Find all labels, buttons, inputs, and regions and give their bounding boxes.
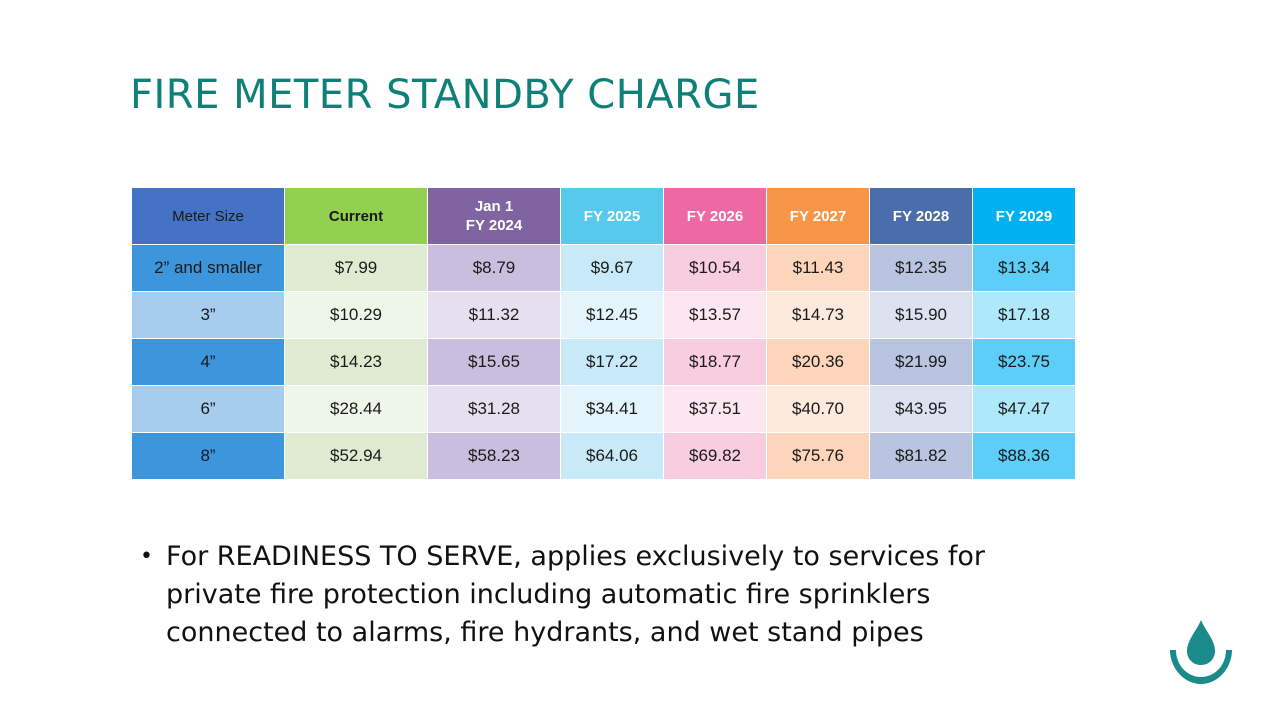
rate-table: Meter Size Current Jan 1 FY 2024 FY 2025 FY 2…: [131, 187, 1076, 480]
column-header: Current: [284, 187, 428, 245]
rate-cell: $88.36: [972, 432, 1076, 480]
rate-cell: $81.82: [869, 432, 973, 480]
table-row: 4” $14.23 $15.65 $17.22 $18.77 $20.36 $21.99 $2…: [131, 338, 1076, 386]
rate-cell: $23.75: [972, 338, 1076, 386]
rate-cell: $13.34: [972, 244, 1076, 292]
rate-cell: $37.51: [663, 385, 767, 433]
column-header-label: FY 2025: [583, 207, 641, 225]
rate-cell: $10.29: [284, 291, 428, 339]
rate-cell: $10.54: [663, 244, 767, 292]
table-row: 2” and smaller $7.99 $8.79 $9.67 $10.54 $11.4…: [131, 244, 1076, 292]
rate-cell: $40.70: [766, 385, 870, 433]
rate-cell: $11.32: [427, 291, 561, 339]
rate-cell: $20.36: [766, 338, 870, 386]
rate-cell: $69.82: [663, 432, 767, 480]
bullet-marker: •: [140, 544, 153, 569]
rate-cell: $64.06: [560, 432, 664, 480]
rate-cell: $17.22: [560, 338, 664, 386]
column-header-label: FY 2026: [686, 207, 744, 225]
column-header: FY 2028: [869, 187, 973, 245]
column-header-label: FY 2027: [789, 207, 847, 225]
column-header: FY 2027: [766, 187, 870, 245]
table-header-row: Meter Size Current Jan 1 FY 2024 FY 2025 FY 2…: [131, 187, 1076, 245]
bullet-point: • For READINESS TO SERVE, applies exclus…: [140, 538, 1070, 652]
bullet-text: For READINESS TO SERVE, applies exclusiv…: [166, 541, 986, 648]
column-header-label: Jan 1: [474, 198, 514, 215]
rate-cell: $75.76: [766, 432, 870, 480]
rate-cell: $21.99: [869, 338, 973, 386]
column-header-sublabel: FY 2024: [465, 217, 523, 234]
slide-title: FIRE METER STANDBY CHARGE: [130, 72, 760, 118]
column-header-label: Meter Size: [172, 207, 244, 225]
meter-size-cell: 2” and smaller: [131, 244, 285, 292]
meter-size-cell: 4”: [131, 338, 285, 386]
rate-cell: $43.95: [869, 385, 973, 433]
rate-cell: $15.65: [427, 338, 561, 386]
rate-cell: $34.41: [560, 385, 664, 433]
rate-cell: $28.44: [284, 385, 428, 433]
rate-cell: $14.23: [284, 338, 428, 386]
rate-cell: $15.90: [869, 291, 973, 339]
rate-cell: $18.77: [663, 338, 767, 386]
water-drop-logo-icon: [1170, 620, 1232, 684]
table-row: 6” $28.44 $31.28 $34.41 $37.51 $40.70 $43.95 $4…: [131, 385, 1076, 433]
column-header-label: FY 2028: [892, 207, 950, 225]
rate-cell: $13.57: [663, 291, 767, 339]
rate-cell: $52.94: [284, 432, 428, 480]
rate-cell: $47.47: [972, 385, 1076, 433]
rate-cell: $11.43: [766, 244, 870, 292]
column-header: FY 2025: [560, 187, 664, 245]
rate-cell: $9.67: [560, 244, 664, 292]
meter-size-cell: 6”: [131, 385, 285, 433]
table-row: 3” $10.29 $11.32 $12.45 $13.57 $14.73 $15.90 $1…: [131, 291, 1076, 339]
column-header: FY 2029: [972, 187, 1076, 245]
column-header-label: Current: [328, 207, 384, 225]
column-header-label: FY 2029: [995, 207, 1053, 225]
rate-cell: $58.23: [427, 432, 561, 480]
column-header: FY 2026: [663, 187, 767, 245]
table-row: 8” $52.94 $58.23 $64.06 $69.82 $75.76 $81.82 $8…: [131, 432, 1076, 480]
rate-cell: $31.28: [427, 385, 561, 433]
meter-size-cell: 3”: [131, 291, 285, 339]
column-header: Jan 1 FY 2024: [427, 187, 561, 245]
meter-size-cell: 8”: [131, 432, 285, 480]
rate-cell: $17.18: [972, 291, 1076, 339]
rate-cell: $14.73: [766, 291, 870, 339]
rate-cell: $12.35: [869, 244, 973, 292]
rate-cell: $8.79: [427, 244, 561, 292]
rate-cell: $7.99: [284, 244, 428, 292]
rate-cell: $12.45: [560, 291, 664, 339]
column-header: Meter Size: [131, 187, 285, 245]
